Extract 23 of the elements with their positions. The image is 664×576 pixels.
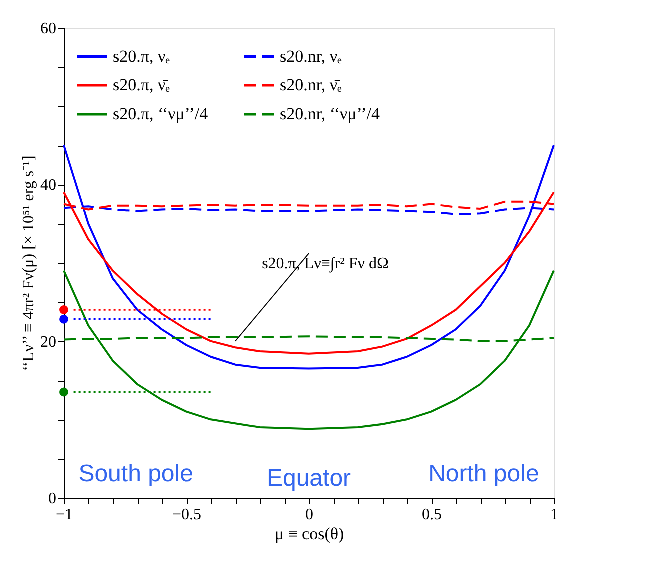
x-tick-label: 0 [306, 506, 314, 524]
legend-label: s20.π, νₑ [113, 46, 171, 66]
legend-label: s20.nr, ‘‘νμ’’/4 [280, 104, 380, 124]
annotation: North pole [428, 460, 540, 488]
annotation: s20.π, Lν≡∫r² Fν dΩ [262, 255, 390, 274]
annotation: Equator [266, 465, 352, 492]
y-tick-label: 0 [48, 490, 56, 508]
legend-label: s20.π, ν̄ₑ [113, 76, 171, 94]
x-tick-label: 0.5 [422, 506, 442, 524]
y-axis-title: ‘‘Lν’’ ≡ 4πr² Fν(μ) [× 10⁵¹ erg s⁻¹] [20, 156, 38, 372]
x-tick-label: −0.5 [172, 506, 202, 524]
line-series [63, 144, 555, 370]
x-axis-title: μ ≡ cos(θ) [274, 524, 344, 544]
y-tick-label: 40 [40, 177, 56, 194]
x-tick-label: −1 [56, 506, 74, 524]
x-tick-label: 1 [550, 506, 558, 524]
legend-label: s20.nr, νₑ [280, 46, 343, 66]
legend-label: s20.nr, ν̄ₑ [280, 76, 343, 94]
legend-label: s20.π, ‘‘νμ’’/4 [113, 104, 209, 124]
annotation: South pole [78, 460, 194, 488]
line-series [63, 192, 555, 355]
y-tick-label: 20 [40, 334, 56, 351]
y-tick-label: 60 [40, 20, 56, 38]
